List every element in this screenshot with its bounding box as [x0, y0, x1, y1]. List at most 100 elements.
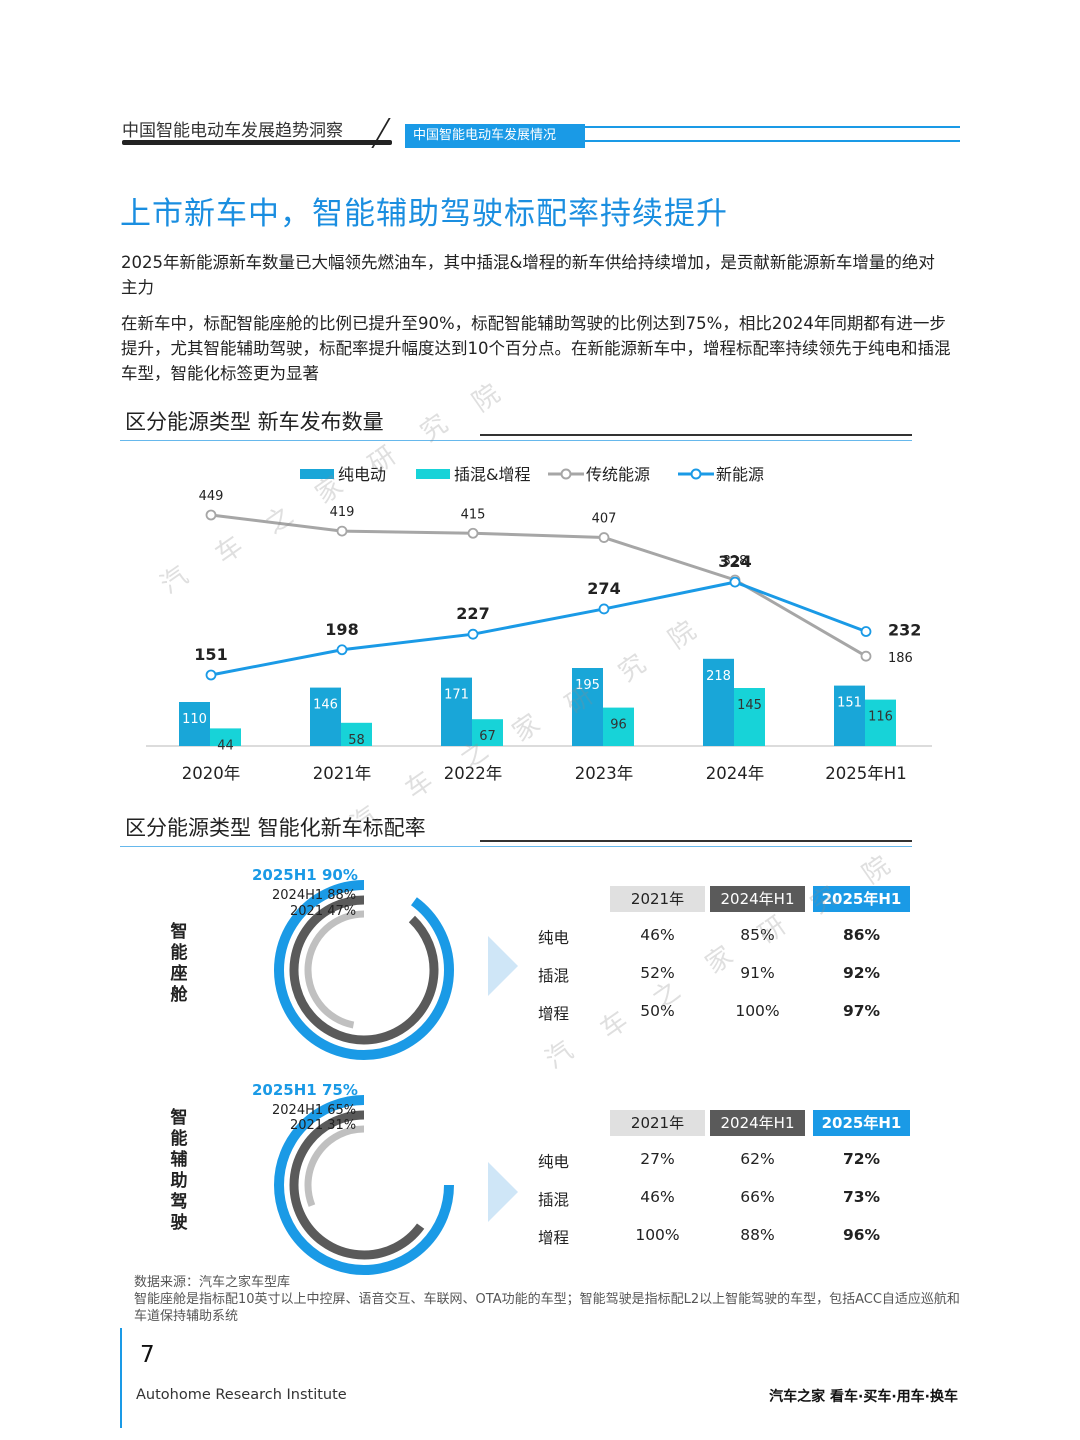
bar-value-label: 195 — [575, 678, 600, 693]
bar — [310, 687, 341, 746]
line-value-label: 328 — [723, 554, 748, 569]
cabin-label: 智能座舱 — [168, 922, 190, 1006]
line-value-label: 227 — [456, 604, 489, 623]
table-row: 插混 52% 91% 92% — [530, 964, 920, 994]
line-point — [860, 650, 872, 662]
page-number: 7 — [140, 1342, 155, 1368]
ring-arc — [289, 1110, 425, 1260]
footer-brand: 汽车之家 看车·买车·用车·换车 — [769, 1389, 958, 1405]
table-row: 插混 46% 66% 73% — [530, 1188, 920, 1218]
bar — [734, 688, 765, 746]
col-header-2024h1: 2024年H1 — [710, 1110, 805, 1136]
watermark-char: 究 — [805, 880, 844, 921]
section-title-penetration: 区分能源类型 智能化新车标配率 — [125, 816, 426, 840]
legend-label: 新能源 — [716, 465, 764, 484]
vertical-label-char: 驶 — [170, 1213, 188, 1233]
ring-arc — [304, 1125, 365, 1207]
line-value-label: 419 — [330, 505, 355, 520]
watermark-char: 究 — [415, 408, 454, 449]
bar-value-label: 58 — [348, 733, 365, 748]
bar-value-label: 218 — [706, 669, 731, 684]
adas-label: 智能辅助驾驶 — [168, 1108, 190, 1234]
table-cell: 66% — [740, 1188, 775, 1206]
line-point — [467, 527, 479, 539]
bar-value-label: 151 — [837, 696, 862, 711]
bar — [572, 668, 603, 746]
table-cell: 62% — [740, 1150, 775, 1168]
legend-swatch — [300, 469, 334, 479]
bar — [834, 685, 865, 746]
legend-label: 纯电动 — [338, 465, 386, 484]
col-header-2024h1: 2024年H1 — [710, 886, 805, 912]
ring-arc — [304, 910, 365, 1029]
report-title: 中国智能电动车发展趋势洞察 — [122, 121, 343, 141]
arrow-icon — [488, 1162, 518, 1222]
table-row: 纯电 27% 62% 72% — [530, 1150, 920, 1180]
table-cell: 72% — [842, 1150, 881, 1168]
line-point — [205, 669, 217, 681]
bar-value-label: 116 — [868, 710, 893, 725]
series-line — [210, 513, 867, 658]
line-value-label: 324 — [718, 552, 751, 571]
release-count-chart: 纯电动 插混&增程 传统能源 新能源 110 146 171 195 218 151 44 58 67 9… — [146, 465, 932, 783]
line-point — [598, 603, 610, 615]
line-value-label: 407 — [592, 512, 617, 527]
bar — [341, 722, 372, 746]
ring-arc — [289, 895, 439, 1045]
legend-item: 新能源 — [678, 465, 764, 484]
header-underline — [122, 140, 392, 145]
legend-marker — [690, 468, 702, 480]
table-row: 增程 50% 100% 97% — [530, 1002, 920, 1032]
table-cell: 91% — [740, 964, 775, 982]
legend-label: 传统能源 — [586, 465, 650, 484]
x-tick-label: 2023年 — [575, 764, 634, 783]
line-value-label: 274 — [587, 579, 620, 598]
page-title: 上市新车中，智能辅助驾驶标配率持续提升 — [120, 196, 728, 232]
legend-item: 传统能源 — [548, 465, 650, 484]
adas-ring-label-2025: 2025H1 75% — [252, 1081, 358, 1099]
bar — [865, 699, 896, 746]
line-point — [205, 509, 217, 521]
row-label: 增程 — [538, 1005, 570, 1023]
bar-value-label: 145 — [737, 698, 762, 713]
vertical-label-char: 辅 — [170, 1150, 188, 1170]
col-header-2025h1: 2025年H1 — [813, 1110, 910, 1136]
line-point — [336, 644, 348, 656]
table-cell: 46% — [640, 926, 675, 944]
bar-value-label: 44 — [217, 738, 234, 753]
legend-item: 纯电动 — [300, 465, 386, 484]
table-cell: 97% — [842, 1002, 881, 1020]
bar-value-label: 171 — [444, 688, 469, 703]
footer-institute: Autohome Research Institute — [136, 1387, 347, 1403]
bar-value-label: 110 — [182, 712, 207, 727]
bar-value-label: 146 — [313, 698, 338, 713]
cabin-ring-label-2025: 2025H1 90% — [252, 866, 358, 884]
vertical-label-char: 座 — [170, 964, 188, 984]
section-rule — [120, 440, 912, 441]
line-value-label: 232 — [888, 621, 921, 640]
line-value-label: 151 — [194, 645, 227, 664]
legend-swatch — [416, 469, 450, 479]
header-rule-bottom — [585, 140, 960, 142]
vertical-label-char: 驾 — [170, 1192, 188, 1212]
table-cell: 85% — [740, 926, 775, 944]
x-tick-label: 2025年H1 — [825, 764, 906, 783]
table-cell: 86% — [842, 926, 881, 944]
footer-rule — [120, 1328, 122, 1428]
watermark-char: 汽 — [540, 1035, 579, 1076]
col-header-2025h1: 2025年H1 — [813, 886, 910, 912]
ring-arc — [274, 880, 454, 1060]
line-point — [860, 626, 872, 637]
x-tick-label: 2020年 — [182, 764, 241, 783]
table-cell: 73% — [842, 1188, 881, 1206]
x-tick-label: 2022年 — [444, 764, 503, 783]
ring-arc — [274, 1095, 454, 1275]
cabin-ring-chart — [274, 880, 454, 1060]
bar — [472, 719, 503, 746]
table-cell: 52% — [640, 964, 675, 982]
paragraph-1: 2025年新能源新车数量已大幅领先燃油车，其中插混&增程的新车供给持续增加，是贡… — [121, 253, 935, 297]
data-source-note: 数据来源：汽车之家车型库 — [134, 1275, 291, 1290]
bar-value-label: 67 — [479, 729, 496, 744]
table-cell: 96% — [842, 1226, 881, 1244]
bar — [441, 677, 472, 746]
